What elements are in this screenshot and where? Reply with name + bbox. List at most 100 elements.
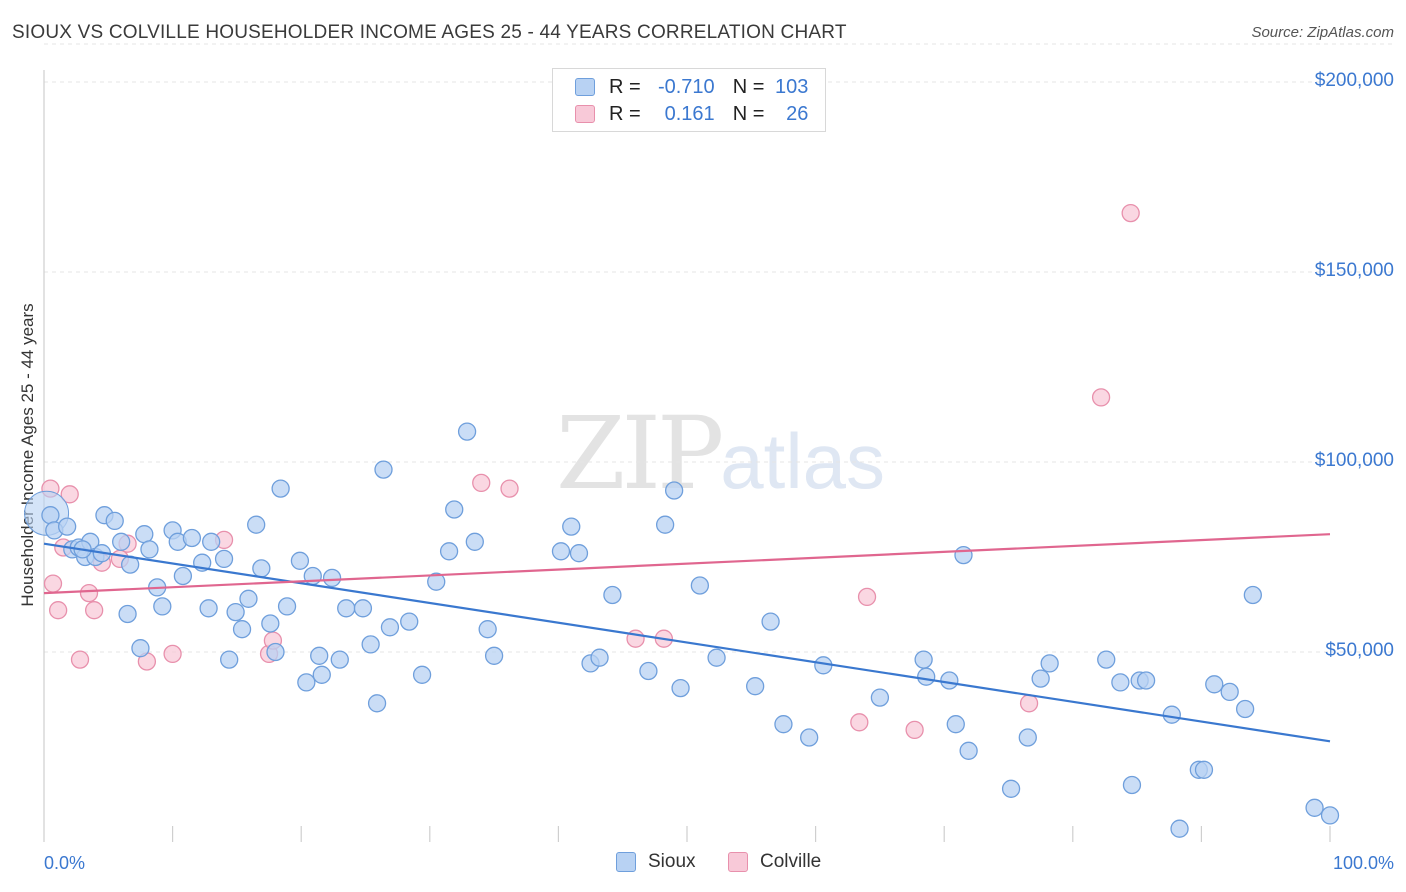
gridlines <box>44 43 1394 653</box>
sioux-point <box>707 648 726 667</box>
colville-point <box>43 574 63 593</box>
sioux-point <box>1243 585 1262 605</box>
sioux-point <box>774 715 793 734</box>
sioux-point <box>310 646 329 665</box>
sioux-series <box>24 422 1340 838</box>
sioux-point <box>484 646 504 665</box>
sioux-point <box>252 559 271 578</box>
colville-point <box>60 485 79 504</box>
sioux-point <box>337 599 356 618</box>
sioux-point <box>232 620 252 639</box>
sioux-point <box>239 589 258 608</box>
legend-item-sioux[interactable]: Sioux <box>616 851 696 873</box>
sioux-point <box>131 639 150 658</box>
legend-label-sioux: Sioux <box>648 851 696 872</box>
sioux-point <box>220 650 239 669</box>
r-label: R = <box>609 75 641 98</box>
sioux-point <box>1170 819 1189 838</box>
sioux-point <box>427 572 446 591</box>
sioux-point <box>746 677 765 696</box>
colville-point <box>85 601 104 620</box>
sioux-point <box>959 741 978 760</box>
sioux-point <box>199 599 218 618</box>
sioux-point <box>290 551 310 570</box>
y-tick-label: $150,000 <box>1314 260 1394 281</box>
sioux-point <box>800 728 819 747</box>
x-tick-label-min: 0.0% <box>44 853 86 873</box>
n-value: 103 <box>775 75 809 98</box>
legend-item-colville[interactable]: Colville <box>728 851 821 873</box>
sioux-point <box>297 673 316 692</box>
sioux-swatch <box>575 78 595 96</box>
sioux-point <box>247 515 266 534</box>
colville-point <box>1091 388 1111 407</box>
sioux-point <box>1001 779 1021 798</box>
sioux-point <box>917 667 936 686</box>
sioux-point <box>439 542 459 561</box>
sioux-point <box>135 525 154 544</box>
r-label: R = <box>609 102 641 125</box>
y-tick-label: $100,000 <box>1314 450 1394 471</box>
sioux-point <box>322 568 342 588</box>
sioux-point <box>330 650 349 669</box>
sioux-point <box>1111 673 1130 692</box>
colville-swatch <box>575 105 595 123</box>
sioux-point <box>1235 699 1255 719</box>
colville-point <box>70 650 90 669</box>
sioux-point <box>112 532 131 551</box>
sioux-point <box>655 515 675 534</box>
watermark: ZIPatlas <box>556 395 885 512</box>
sioux-point <box>1018 728 1037 747</box>
sioux-point <box>551 542 571 561</box>
n-label: N = <box>732 75 765 98</box>
sioux-point <box>465 532 484 551</box>
sioux-point <box>312 665 331 684</box>
sioux-point <box>400 612 419 631</box>
source-credit: Source: ZipAtlas.com <box>1251 24 1394 41</box>
sioux-point <box>946 715 965 734</box>
sioux-point <box>914 650 933 669</box>
sioux-point <box>173 566 193 586</box>
n-value: 26 <box>786 102 809 125</box>
sioux-point <box>266 642 285 662</box>
x-tick-label-max: 100.0% <box>1332 853 1394 873</box>
sioux-point <box>1220 682 1239 702</box>
sioux-point <box>202 532 221 551</box>
sioux-point <box>118 604 137 624</box>
legend-label-colville: Colville <box>760 851 822 872</box>
chart-title: SIOUX VS COLVILLE HOUSEHOLDER INCOME AGE… <box>12 22 847 43</box>
n-label: N = <box>732 102 765 125</box>
sioux-point <box>41 506 60 525</box>
sioux-point <box>590 648 609 667</box>
colville-point <box>850 713 869 732</box>
sioux-point <box>569 544 589 563</box>
sioux-point <box>261 614 280 633</box>
sioux-point <box>445 500 464 519</box>
colville-point <box>79 583 99 603</box>
sioux-point <box>1205 675 1224 694</box>
colville-point <box>905 720 924 740</box>
sioux-point <box>478 620 497 639</box>
colville-trend-line <box>43 533 1331 595</box>
sioux-point <box>1031 669 1050 688</box>
trend-lines <box>43 533 1331 743</box>
y-tick-label: $200,000 <box>1314 70 1394 91</box>
sioux-point <box>1122 775 1142 795</box>
sioux-point <box>671 678 690 698</box>
colville-point <box>163 644 182 664</box>
sioux-point <box>457 422 477 441</box>
series-legend: Sioux Colville <box>0 851 1406 879</box>
sioux-point <box>353 599 373 618</box>
sioux-point <box>277 597 297 616</box>
sioux-trend-line <box>43 542 1331 743</box>
colville-point <box>857 587 877 607</box>
sioux-point <box>1097 650 1116 669</box>
r-value: -0.710 <box>657 75 715 98</box>
sioux-point <box>380 618 400 637</box>
sioux-point <box>1162 705 1181 724</box>
sioux-point <box>690 576 710 595</box>
sioux-point <box>562 517 581 536</box>
sioux-point <box>761 612 780 631</box>
sioux-point <box>57 517 77 536</box>
sioux-point <box>1194 760 1214 779</box>
